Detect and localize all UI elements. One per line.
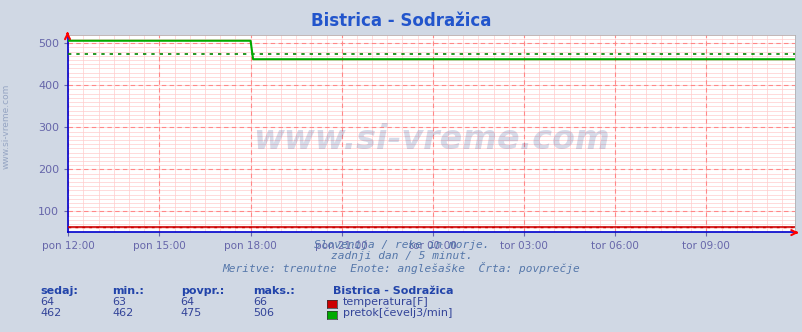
Text: 462: 462 — [40, 308, 61, 318]
Text: maks.:: maks.: — [253, 286, 294, 296]
Text: www.si-vreme.com: www.si-vreme.com — [253, 123, 610, 156]
Text: Meritve: trenutne  Enote: anglešaške  Črta: povprečje: Meritve: trenutne Enote: anglešaške Črta… — [222, 262, 580, 274]
Text: 475: 475 — [180, 308, 201, 318]
Text: pretok[čevelj3/min]: pretok[čevelj3/min] — [342, 307, 452, 318]
Text: 63: 63 — [112, 297, 126, 307]
Text: temperatura[F]: temperatura[F] — [342, 297, 428, 307]
Text: sedaj:: sedaj: — [40, 286, 78, 296]
Text: www.si-vreme.com: www.si-vreme.com — [2, 83, 11, 169]
Text: povpr.:: povpr.: — [180, 286, 224, 296]
Text: Slovenija / reke in morje.: Slovenija / reke in morje. — [314, 240, 488, 250]
Text: 506: 506 — [253, 308, 273, 318]
Text: zadnji dan / 5 minut.: zadnji dan / 5 minut. — [330, 251, 472, 261]
Text: Bistrica - Sodražica: Bistrica - Sodražica — [333, 286, 453, 296]
Text: min.:: min.: — [112, 286, 144, 296]
Text: 64: 64 — [40, 297, 55, 307]
Text: 66: 66 — [253, 297, 266, 307]
Text: 462: 462 — [112, 308, 133, 318]
Text: 64: 64 — [180, 297, 195, 307]
Text: Bistrica - Sodražica: Bistrica - Sodražica — [311, 12, 491, 30]
